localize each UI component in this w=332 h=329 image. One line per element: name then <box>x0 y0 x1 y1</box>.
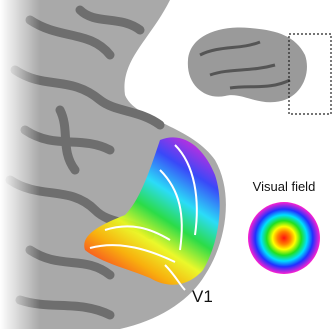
visual-field-icon <box>248 202 320 274</box>
area-label: V1 <box>192 287 213 306</box>
brain-inset <box>187 27 332 115</box>
visual-field-label: Visual field <box>253 179 316 194</box>
retinotopic-map <box>84 137 220 291</box>
